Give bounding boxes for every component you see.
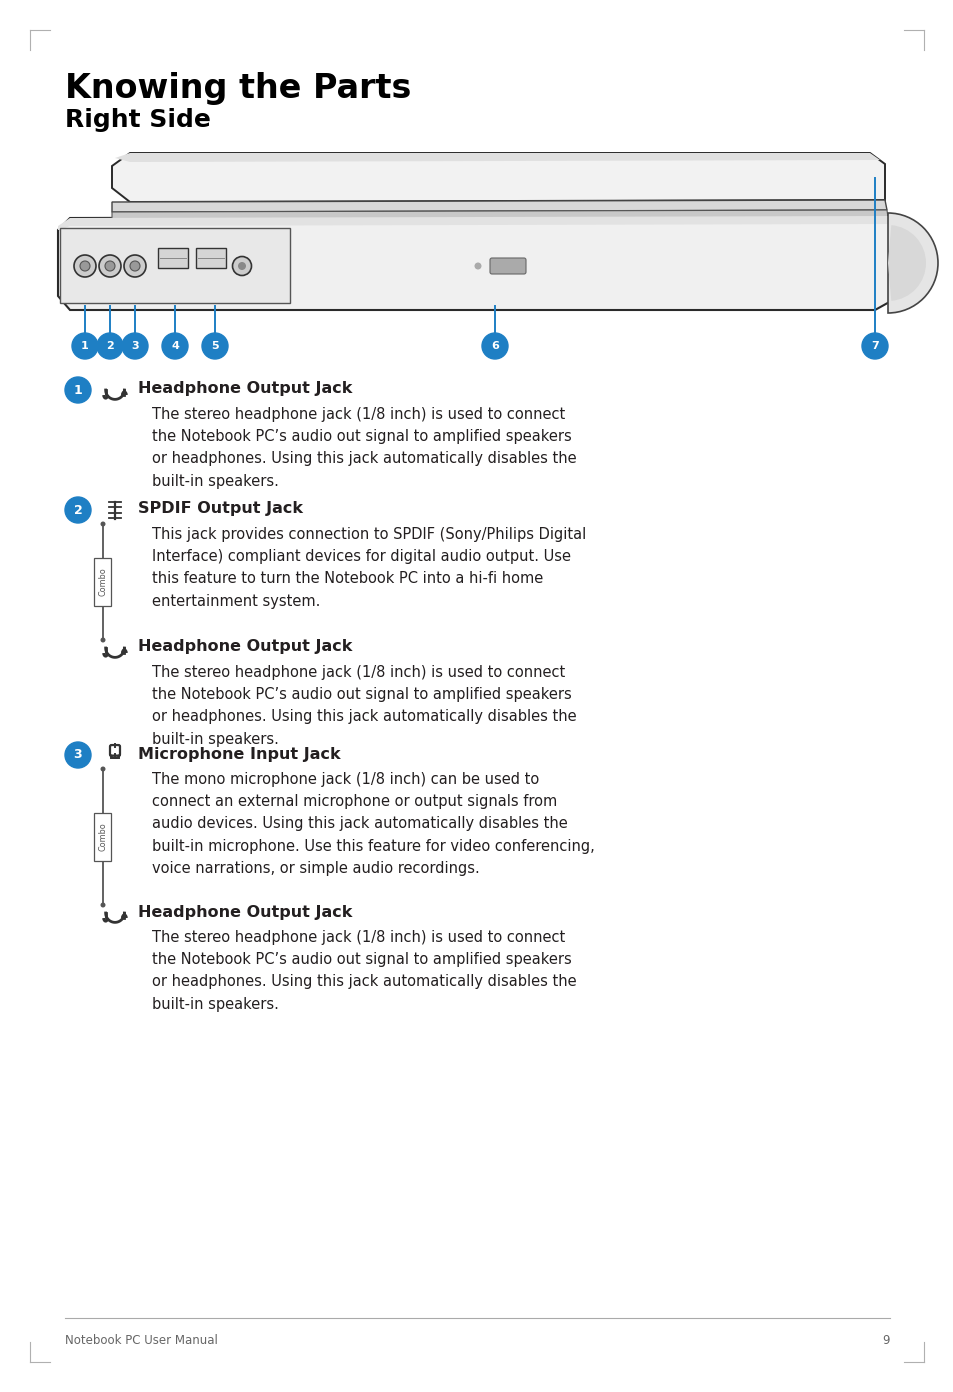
Text: The mono microphone jack (1/8 inch) can be used to
connect an external microphon: The mono microphone jack (1/8 inch) can …	[152, 773, 594, 876]
Circle shape	[100, 767, 106, 771]
Text: Headphone Output Jack: Headphone Output Jack	[138, 381, 352, 397]
Circle shape	[100, 638, 106, 643]
Text: 9: 9	[882, 1334, 889, 1347]
Bar	[94, 558, 112, 606]
Text: 1: 1	[81, 341, 89, 351]
Text: 2: 2	[106, 341, 113, 351]
Circle shape	[862, 333, 887, 359]
Circle shape	[481, 333, 507, 359]
Circle shape	[71, 333, 98, 359]
Circle shape	[80, 262, 90, 271]
Text: Combo: Combo	[98, 823, 108, 852]
Bar	[94, 813, 112, 862]
Text: The stereo headphone jack (1/8 inch) is used to connect
the Notebook PC’s audio : The stereo headphone jack (1/8 inch) is …	[152, 665, 576, 746]
Circle shape	[130, 262, 140, 271]
Text: Knowing the Parts: Knowing the Parts	[65, 72, 411, 104]
Polygon shape	[58, 216, 894, 230]
Text: The stereo headphone jack (1/8 inch) is used to connect
the Notebook PC’s audio : The stereo headphone jack (1/8 inch) is …	[152, 930, 576, 1012]
Circle shape	[233, 256, 252, 276]
FancyBboxPatch shape	[490, 258, 525, 274]
Polygon shape	[112, 200, 886, 212]
Text: 4: 4	[171, 341, 179, 351]
Text: 3: 3	[73, 749, 82, 761]
Text: Headphone Output Jack: Headphone Output Jack	[138, 639, 352, 654]
Text: 6: 6	[491, 341, 498, 351]
Circle shape	[100, 902, 106, 908]
Text: This jack provides connection to SPDIF (Sony/Philips Digital
Interface) complian: This jack provides connection to SPDIF (…	[152, 528, 586, 608]
Polygon shape	[58, 216, 894, 310]
Circle shape	[99, 255, 121, 277]
Circle shape	[202, 333, 228, 359]
Circle shape	[514, 263, 521, 270]
Circle shape	[122, 333, 148, 359]
Bar	[158, 248, 188, 269]
Circle shape	[65, 742, 91, 768]
Circle shape	[105, 262, 115, 271]
Text: Right Side: Right Side	[65, 109, 211, 132]
Circle shape	[474, 263, 481, 270]
Text: Notebook PC User Manual: Notebook PC User Manual	[65, 1334, 217, 1347]
Circle shape	[124, 255, 146, 277]
Bar	[195, 248, 226, 269]
Text: Headphone Output Jack: Headphone Output Jack	[138, 905, 352, 920]
Wedge shape	[887, 226, 925, 301]
Text: 7: 7	[870, 341, 878, 351]
Text: 1: 1	[73, 384, 82, 397]
Text: Microphone Input Jack: Microphone Input Jack	[138, 746, 340, 761]
Text: Combo: Combo	[98, 568, 108, 596]
Circle shape	[97, 333, 123, 359]
Polygon shape	[112, 153, 884, 202]
Polygon shape	[112, 210, 887, 220]
Text: 2: 2	[73, 504, 82, 516]
Circle shape	[74, 255, 96, 277]
Text: The stereo headphone jack (1/8 inch) is used to connect
the Notebook PC’s audio : The stereo headphone jack (1/8 inch) is …	[152, 406, 576, 489]
Text: SPDIF Output Jack: SPDIF Output Jack	[138, 501, 303, 516]
Text: 3: 3	[132, 341, 139, 351]
Text: 5: 5	[211, 341, 218, 351]
Wedge shape	[887, 213, 937, 313]
Circle shape	[65, 497, 91, 523]
Polygon shape	[115, 153, 879, 161]
Circle shape	[162, 333, 188, 359]
Circle shape	[100, 522, 106, 526]
Circle shape	[65, 377, 91, 404]
Bar	[60, 228, 290, 303]
Circle shape	[237, 262, 246, 270]
